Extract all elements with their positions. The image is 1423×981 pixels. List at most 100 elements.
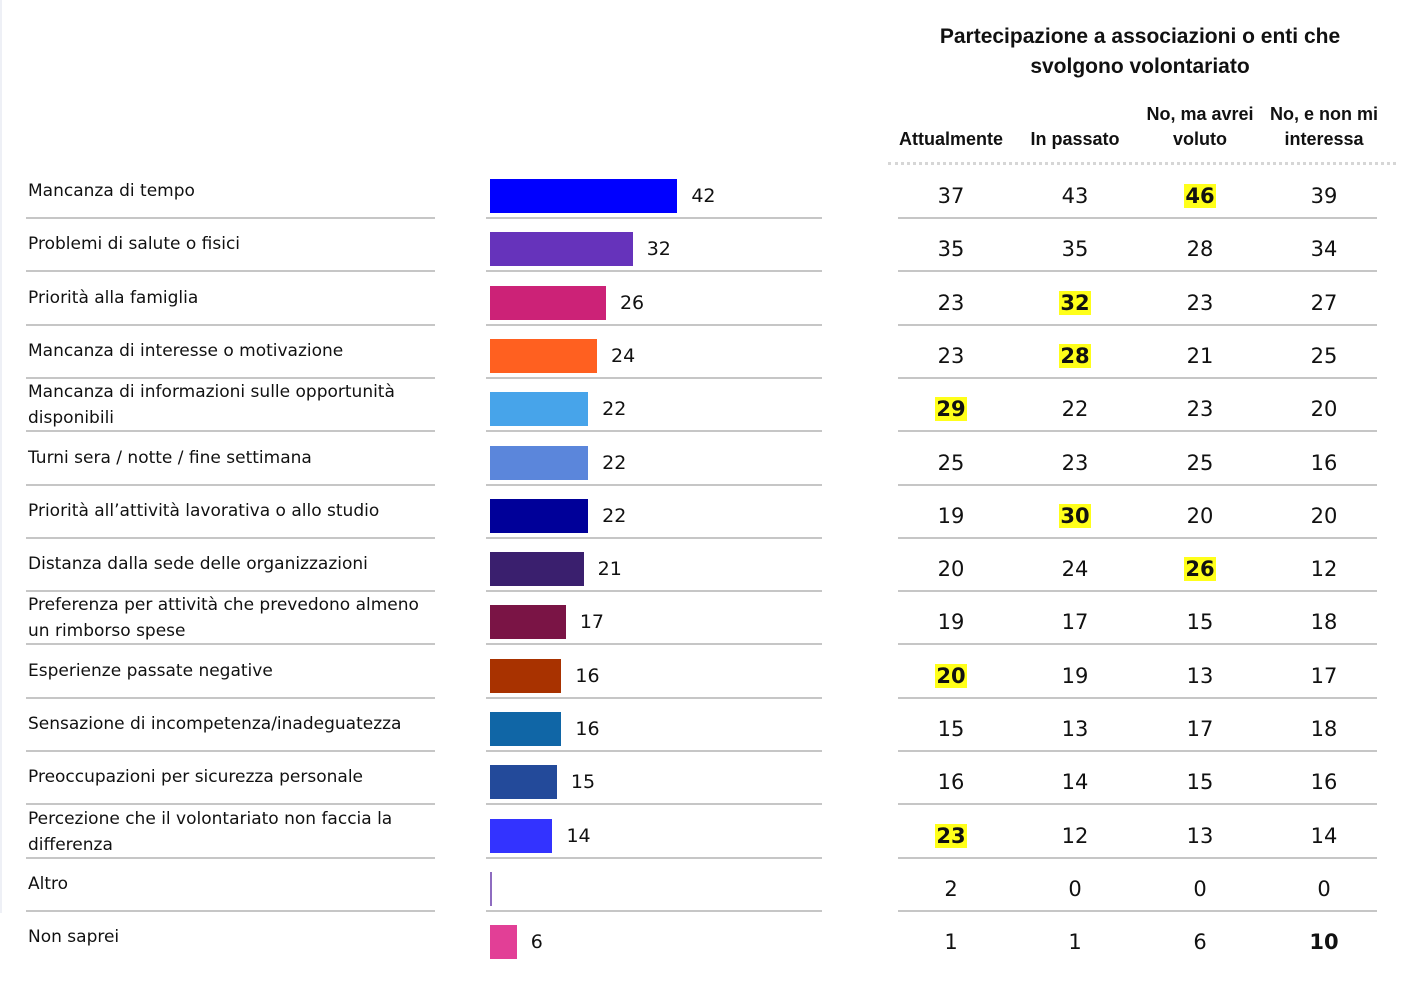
bar <box>490 765 557 800</box>
bar-value-label: 26 <box>619 291 645 314</box>
cell-value: 25 <box>1310 343 1338 368</box>
row-label: Altro <box>28 873 69 894</box>
cell-value: 23 <box>937 290 965 315</box>
row-label: Esperienze passate negative <box>28 660 273 681</box>
row-separator <box>898 856 1377 859</box>
bar-value-label: 42 <box>691 185 716 207</box>
row-separator <box>898 803 1377 806</box>
row-label: Priorità all’attività lavorativa o allo … <box>28 500 380 521</box>
cell-value: 6 <box>1193 930 1207 955</box>
cell-value: 19 <box>937 610 965 635</box>
table-row: Mancanza di tempo 42 37 43 46 39 <box>0 166 1423 219</box>
bar-value-label: 15 <box>570 771 596 794</box>
cell-value: 22 <box>1061 397 1089 422</box>
cell-value: 21 <box>1186 343 1214 368</box>
table-row: Turni sera / notte / fine settimana 22 25 2… <box>0 433 1423 486</box>
table-row: Priorità all’attività lavorativa o allo … <box>0 486 1423 539</box>
title-line-1: Partecipazione a associazioni o enti che <box>939 25 1341 48</box>
table-cell: 15 <box>889 714 1013 744</box>
cell-value: 18 <box>1310 717 1338 741</box>
bar <box>490 285 606 320</box>
cell-value: 17 <box>1061 610 1089 635</box>
table-cell: 12 <box>1013 821 1137 851</box>
table-cell: 18 <box>1262 714 1386 744</box>
cell-value: 37 <box>937 184 965 208</box>
cell-value: 20 <box>1310 397 1338 422</box>
cell-value: 12 <box>1310 557 1338 582</box>
table-cell: 14 <box>1262 821 1386 851</box>
header-dotted-separator <box>888 162 1396 165</box>
table-cell: 20 <box>889 661 1013 691</box>
cell-value: 1 <box>944 930 958 955</box>
table-row: Percezione che il volontariato non facci… <box>0 806 1423 859</box>
table-cell: 14 <box>1013 767 1137 797</box>
table-cell: 35 <box>889 234 1013 264</box>
row-label: Mancanza di interesse o motivazione <box>28 340 344 361</box>
cell-value: 23 <box>1061 450 1089 475</box>
row-separator <box>26 750 435 752</box>
bar-value-label: 14 <box>566 824 591 847</box>
cell-value: 19 <box>937 503 965 528</box>
bar-value-label: 17 <box>579 611 604 634</box>
row-separator <box>26 696 435 699</box>
row-separator <box>26 217 435 219</box>
cell-value: 18 <box>1310 610 1338 635</box>
row-separator <box>26 590 435 593</box>
column-header-attualmente: Attualmente <box>898 129 1003 149</box>
table-cell: 0 <box>1013 874 1137 904</box>
cell-value: 35 <box>937 237 965 262</box>
bar-value-label: 24 <box>611 344 636 367</box>
row-separator <box>486 909 822 912</box>
bar <box>490 925 517 960</box>
table-cell: 19 <box>1013 661 1137 691</box>
table-cell: 1 <box>1013 927 1137 957</box>
table-cell: 13 <box>1138 661 1262 691</box>
cell-value: 23 <box>1186 290 1214 315</box>
highlighted-value: 20 <box>935 663 967 688</box>
table-cell: 19 <box>889 607 1013 637</box>
row-separator <box>26 376 435 379</box>
bar <box>490 232 633 267</box>
bar <box>490 871 493 906</box>
row-separator <box>898 270 1377 273</box>
table-cell: 25 <box>889 448 1013 478</box>
table-cell: 16 <box>889 767 1013 797</box>
bar-value-label: 6 <box>530 931 543 954</box>
row-label: Preoccupazioni per sicurezza personale <box>28 767 364 788</box>
row-separator <box>486 536 822 539</box>
table-cell: 20 <box>1262 394 1386 424</box>
table-row: Esperienze passate negative 16 20 19 13 17 <box>0 646 1423 699</box>
cell-value: 23 <box>1186 397 1214 422</box>
column-header-no-e-non-mi-interessa: No, e non mi interessa <box>1270 104 1378 149</box>
chart-title: Partecipazione a associazioni o enti che… <box>900 22 1380 82</box>
cell-value: 16 <box>1310 770 1338 795</box>
cell-value: 19 <box>1061 663 1089 688</box>
row-separator <box>26 430 435 433</box>
highlighted-value: 29 <box>935 397 967 422</box>
cell-value: 24 <box>1061 557 1089 582</box>
table-cell: 23 <box>889 341 1013 371</box>
table-cell: 17 <box>1138 714 1262 744</box>
table-cell: 12 <box>1262 554 1386 584</box>
table-cell: 27 <box>1262 288 1386 318</box>
table-cell: 17 <box>1013 607 1137 637</box>
cell-value: 35 <box>1061 237 1089 262</box>
table-cell: 18 <box>1262 607 1386 637</box>
cell-value: 20 <box>1186 503 1214 528</box>
row-separator <box>486 696 822 699</box>
bar-value-label: 16 <box>575 718 600 740</box>
bar-value-label: 22 <box>602 504 627 527</box>
table-cell: 20 <box>1262 501 1386 531</box>
cell-value: 25 <box>937 450 965 475</box>
table-cell: 1 <box>889 927 1013 957</box>
table-cell: 13 <box>1013 714 1137 744</box>
table-cell: 29 <box>889 394 1013 424</box>
row-label: Distanza dalla sede delle organizzazioni <box>28 554 368 575</box>
row-separator <box>486 217 822 219</box>
row-separator <box>898 430 1377 433</box>
table-cell: 25 <box>1262 341 1386 371</box>
row-separator <box>26 483 435 486</box>
cell-value: 20 <box>937 557 965 582</box>
row-separator <box>486 856 822 859</box>
table-cell: 35 <box>1013 234 1137 264</box>
